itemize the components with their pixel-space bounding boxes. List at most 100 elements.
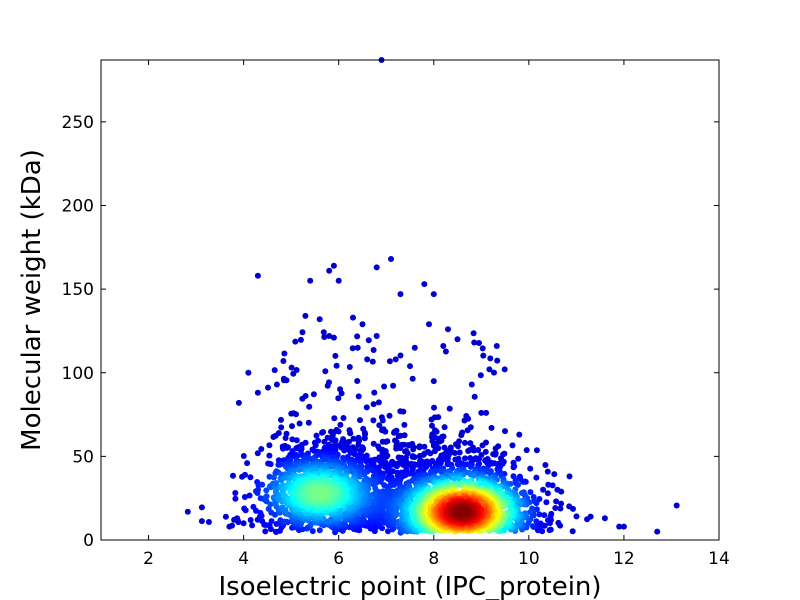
data-point xyxy=(333,362,340,369)
data-point xyxy=(267,461,274,468)
data-point xyxy=(265,505,272,512)
data-point xyxy=(468,381,475,388)
data-point xyxy=(442,348,449,355)
data-point xyxy=(558,500,565,507)
data-point xyxy=(280,358,287,364)
data-point xyxy=(254,272,261,279)
data-point xyxy=(407,363,413,370)
data-point xyxy=(281,350,288,357)
data-point xyxy=(431,404,437,411)
data-point xyxy=(486,366,493,373)
data-point xyxy=(421,443,428,450)
data-point xyxy=(373,333,380,339)
data-point xyxy=(259,481,266,488)
data-point xyxy=(290,370,297,377)
data-point xyxy=(401,421,408,428)
data-point xyxy=(370,347,377,353)
data-point xyxy=(462,455,468,462)
data-point xyxy=(232,495,239,502)
data-point xyxy=(276,461,283,468)
data-point xyxy=(523,447,530,454)
data-point xyxy=(293,411,299,418)
y-tick-label: 150 xyxy=(62,280,94,300)
data-point xyxy=(620,523,627,530)
data-point xyxy=(471,339,478,346)
data-point xyxy=(330,334,337,341)
data-point xyxy=(375,399,382,406)
data-point xyxy=(536,511,543,518)
data-point xyxy=(441,424,448,431)
data-point xyxy=(347,430,354,437)
data-point xyxy=(282,435,289,441)
data-point xyxy=(465,448,472,454)
data-point xyxy=(265,384,271,391)
data-point xyxy=(411,454,418,461)
data-point xyxy=(553,498,560,505)
y-tick-label: 0 xyxy=(83,531,94,551)
data-point xyxy=(471,447,477,454)
data-point xyxy=(429,422,435,429)
data-point xyxy=(359,321,366,328)
data-point xyxy=(316,316,323,323)
data-point xyxy=(540,486,547,493)
data-point xyxy=(390,382,397,389)
data-point xyxy=(502,428,508,435)
data-point xyxy=(382,428,389,435)
data-point xyxy=(278,416,284,423)
data-point xyxy=(427,450,434,457)
data-point xyxy=(283,444,290,451)
data-point xyxy=(369,467,376,474)
data-point xyxy=(266,452,273,459)
data-point xyxy=(310,391,317,398)
data-point xyxy=(397,352,404,359)
data-point xyxy=(294,452,301,459)
data-point xyxy=(482,448,489,455)
data-point xyxy=(198,504,205,511)
data-point xyxy=(516,431,523,438)
data-point xyxy=(527,465,534,472)
data-point xyxy=(340,415,347,421)
x-axis-label: Isoelectric point (IPC_protein) xyxy=(218,572,601,600)
data-point xyxy=(242,507,249,514)
data-point xyxy=(296,420,303,427)
data-point xyxy=(316,527,323,534)
data-point xyxy=(515,455,522,462)
y-axis-label: Molecular weight (kDa) xyxy=(17,149,47,451)
data-point xyxy=(479,345,486,352)
data-point xyxy=(331,415,338,422)
data-point xyxy=(321,438,328,445)
data-point xyxy=(370,417,377,424)
data-point xyxy=(254,389,261,396)
data-point xyxy=(533,474,540,481)
data-point xyxy=(320,329,327,336)
data-point xyxy=(381,383,388,390)
data-point xyxy=(455,461,462,468)
data-point xyxy=(673,502,680,509)
data-point xyxy=(299,526,306,533)
data-point xyxy=(246,492,253,499)
data-point xyxy=(337,507,344,514)
data-point xyxy=(557,505,564,512)
data-point xyxy=(322,368,329,375)
data-point xyxy=(379,438,386,445)
data-point xyxy=(364,356,371,363)
data-point xyxy=(288,410,295,417)
data-point xyxy=(354,344,361,351)
data-point xyxy=(451,450,458,456)
data-point xyxy=(546,527,553,534)
data-point xyxy=(530,523,536,530)
data-point xyxy=(518,490,525,496)
x-tick-label: 8 xyxy=(428,549,439,569)
data-point xyxy=(352,446,359,453)
data-point xyxy=(545,517,551,524)
data-point xyxy=(263,487,270,494)
data-point xyxy=(255,486,261,493)
data-point xyxy=(452,456,459,463)
x-tick-label: 2 xyxy=(143,549,154,569)
data-point xyxy=(293,437,300,444)
data-point xyxy=(536,496,543,502)
data-point xyxy=(330,262,337,269)
data-point xyxy=(232,490,239,496)
data-point xyxy=(527,489,534,496)
data-point xyxy=(361,471,368,478)
